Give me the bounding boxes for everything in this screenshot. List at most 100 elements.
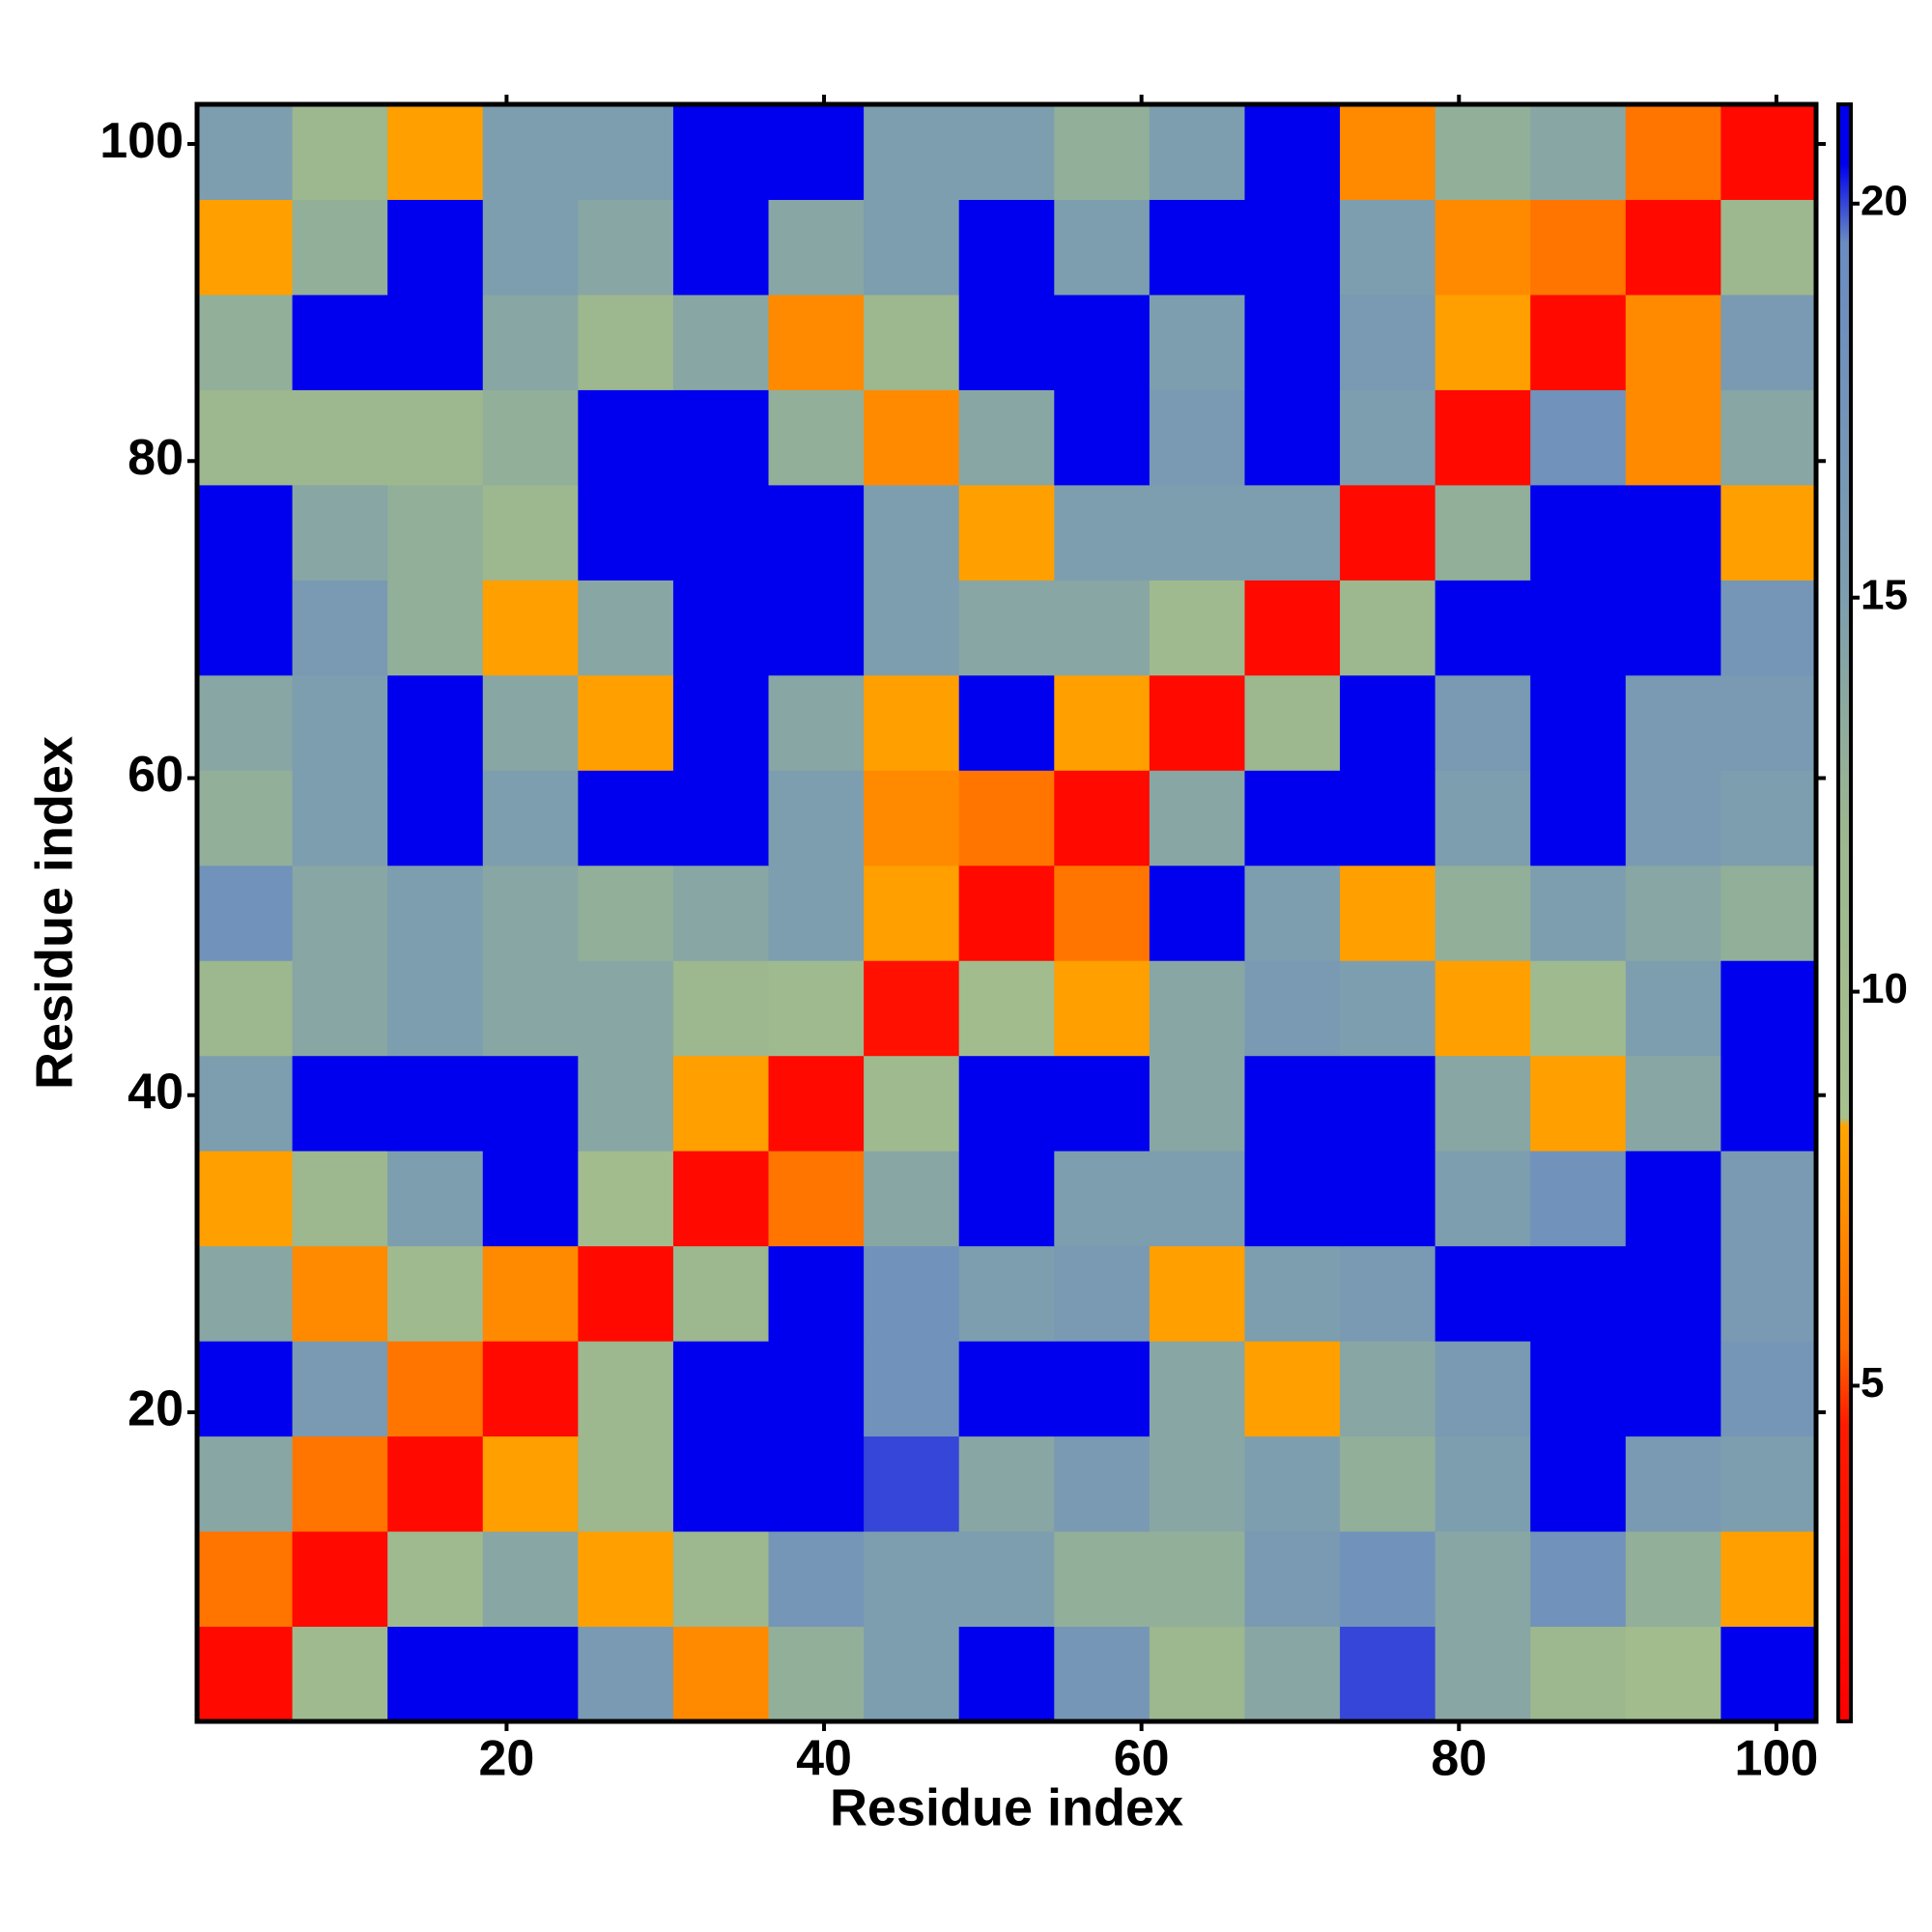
heatmap-cell	[864, 865, 960, 961]
heatmap-cell	[1625, 865, 1721, 961]
heatmap-cell	[958, 960, 1055, 1057]
heatmap-cell	[1435, 865, 1531, 961]
heatmap-cell	[1435, 1531, 1531, 1628]
heatmap-cell	[1054, 674, 1151, 771]
x-tick-label: 80	[1431, 1731, 1487, 1787]
heatmap-cell	[1625, 960, 1721, 1057]
heatmap-cell	[768, 865, 865, 961]
heatmap-cell	[672, 1626, 770, 1722]
heatmap-cell	[864, 1531, 960, 1628]
x-tick-label: 20	[478, 1731, 534, 1787]
heatmap-cell	[482, 1626, 579, 1722]
heatmap-cell	[1244, 1626, 1341, 1722]
heatmap-cell	[387, 199, 484, 296]
heatmap-cell	[387, 1626, 484, 1722]
heatmap-cell	[1149, 199, 1245, 296]
heatmap-cell	[1530, 580, 1627, 676]
heatmap-cell	[1149, 674, 1245, 771]
heatmap-cell	[387, 294, 484, 390]
heatmap-cell	[197, 1435, 294, 1532]
heatmap-cell	[1054, 484, 1151, 581]
colorbar-tick-label: 15	[1861, 571, 1908, 618]
heatmap-cell	[387, 1341, 484, 1437]
heatmap-cell	[197, 1626, 294, 1722]
heatmap-cell	[197, 484, 294, 581]
heatmap-cell	[1530, 104, 1627, 200]
heatmap-cell	[1149, 580, 1245, 676]
heatmap-cell	[1625, 1151, 1721, 1247]
heatmap-cell	[482, 199, 579, 296]
heatmap-cell	[1340, 1055, 1436, 1151]
heatmap-cell	[482, 104, 579, 200]
heatmap-cell	[864, 1435, 960, 1532]
heatmap-cell	[958, 674, 1055, 771]
y-axis-title: Residue index	[25, 736, 83, 1090]
heatmap-cell	[1340, 865, 1436, 961]
heatmap-cell	[292, 770, 388, 867]
heatmap-cell	[1340, 1531, 1436, 1628]
heatmap-cell	[197, 104, 294, 200]
heatmap-cell	[1149, 484, 1245, 581]
heatmap-cell	[1435, 1151, 1531, 1247]
heatmap-cell	[578, 1435, 674, 1532]
heatmap-cell	[387, 484, 484, 581]
heatmap-cell	[1149, 1435, 1245, 1532]
heatmap-cell	[578, 1341, 674, 1437]
heatmap-cell	[1340, 1626, 1436, 1722]
heatmap-cell	[482, 389, 579, 486]
heatmap-cell	[672, 1341, 770, 1437]
x-axis-title: Residue index	[830, 1778, 1183, 1836]
heatmap-cell	[1530, 674, 1627, 771]
heatmap-cell	[1530, 1626, 1627, 1722]
heatmap-cell	[292, 104, 388, 200]
heatmap-cell	[482, 674, 579, 771]
x-tick-label: 40	[796, 1731, 852, 1787]
heatmap-cell	[1435, 1626, 1531, 1722]
x-tick-label: 100	[1735, 1731, 1819, 1787]
heatmap-cell	[1720, 294, 1817, 390]
heatmap-cell	[387, 770, 484, 867]
heatmap-cell	[958, 865, 1055, 961]
heatmap-cell	[292, 1435, 388, 1532]
heatmap-cell	[1054, 104, 1151, 200]
heatmap-cell	[1435, 484, 1531, 581]
heatmap-cell	[768, 199, 865, 296]
heatmap-cell	[958, 389, 1055, 486]
heatmap-cell	[672, 294, 770, 390]
heatmap-cell	[1720, 1151, 1817, 1247]
heatmap-cell	[1340, 484, 1436, 581]
heatmap-cell	[578, 960, 674, 1057]
colorbar-tick-label: 10	[1861, 965, 1908, 1012]
heatmap-cell	[1530, 1055, 1627, 1151]
heatmap-cell	[864, 1055, 960, 1151]
heatmap-cell	[672, 1531, 770, 1628]
heatmap-cell	[482, 960, 579, 1057]
heatmap-cell	[1340, 389, 1436, 486]
heatmap-cell	[1625, 1341, 1721, 1437]
heatmap-cell	[1149, 960, 1245, 1057]
heatmap-cell	[292, 484, 388, 581]
y-tick-label: 40	[128, 1064, 184, 1120]
heatmap-cell	[387, 389, 484, 486]
heatmap-cell	[578, 389, 674, 486]
heatmap-cell	[1720, 960, 1817, 1057]
heatmap-cell	[1149, 770, 1245, 867]
heatmap-cell	[958, 1055, 1055, 1151]
heatmap-cell	[672, 960, 770, 1057]
heatmap-cell	[197, 1245, 294, 1342]
heatmap-cell	[864, 674, 960, 771]
heatmap-cell	[387, 580, 484, 676]
heatmap-cell	[1720, 1341, 1817, 1437]
heatmap-cell	[1244, 294, 1341, 390]
heatmap-cell	[768, 1055, 865, 1151]
heatmap-cell	[1340, 580, 1436, 676]
heatmap-cell	[578, 865, 674, 961]
heatmap-cell	[1054, 580, 1151, 676]
heatmap-cell	[672, 484, 770, 581]
heatmap-cell	[1530, 1245, 1627, 1342]
heatmap-cell	[1625, 580, 1721, 676]
heatmap-cell	[672, 1151, 770, 1247]
heatmap-cell	[197, 199, 294, 296]
heatmap-cell	[292, 1341, 388, 1437]
